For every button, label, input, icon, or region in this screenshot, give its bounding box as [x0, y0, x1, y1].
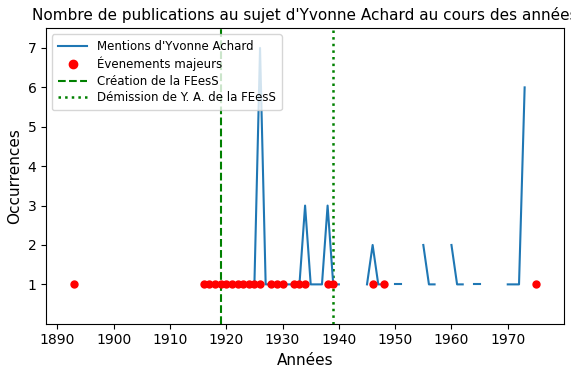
- Line: Mentions d'Yvonne Achard: Mentions d'Yvonne Achard: [204, 48, 339, 284]
- Mentions d'Yvonne Achard: [279, 282, 286, 286]
- X-axis label: Années: Années: [277, 353, 333, 368]
- Mentions d'Yvonne Achard: [313, 282, 320, 286]
- Point: [216, 281, 225, 287]
- Point: [532, 281, 541, 287]
- Point: [379, 281, 388, 287]
- Point: [244, 281, 254, 287]
- Point: [278, 281, 287, 287]
- Mentions d'Yvonne Achard: [251, 282, 258, 286]
- Mentions d'Yvonne Achard: [240, 282, 247, 286]
- Point: [267, 281, 276, 287]
- Mentions d'Yvonne Achard: [228, 282, 235, 286]
- Point: [329, 281, 338, 287]
- Mentions d'Yvonne Achard: [246, 282, 252, 286]
- Point: [211, 281, 220, 287]
- Mentions d'Yvonne Achard: [301, 203, 308, 208]
- Point: [70, 281, 79, 287]
- Point: [239, 281, 248, 287]
- Mentions d'Yvonne Achard: [217, 282, 224, 286]
- Mentions d'Yvonne Achard: [319, 282, 325, 286]
- Point: [255, 281, 264, 287]
- Point: [222, 281, 231, 287]
- Point: [368, 281, 377, 287]
- Mentions d'Yvonne Achard: [307, 282, 314, 286]
- Mentions d'Yvonne Achard: [335, 282, 342, 286]
- Point: [250, 281, 259, 287]
- Point: [323, 281, 332, 287]
- Mentions d'Yvonne Achard: [206, 282, 213, 286]
- Point: [295, 281, 304, 287]
- Y-axis label: Occurrences: Occurrences: [7, 128, 22, 224]
- Point: [227, 281, 236, 287]
- Mentions d'Yvonne Achard: [212, 282, 219, 286]
- Mentions d'Yvonne Achard: [330, 282, 337, 286]
- Point: [233, 281, 242, 287]
- Mentions d'Yvonne Achard: [291, 282, 297, 286]
- Mentions d'Yvonne Achard: [285, 282, 292, 286]
- Mentions d'Yvonne Achard: [296, 282, 303, 286]
- Mentions d'Yvonne Achard: [200, 282, 207, 286]
- Mentions d'Yvonne Achard: [234, 282, 241, 286]
- Mentions d'Yvonne Achard: [324, 203, 331, 208]
- Title: Nombre de publications au sujet d'Yvonne Achard au cours des années: Nombre de publications au sujet d'Yvonne…: [33, 7, 571, 23]
- Mentions d'Yvonne Achard: [262, 282, 269, 286]
- Mentions d'Yvonne Achard: [256, 46, 263, 50]
- Mentions d'Yvonne Achard: [223, 282, 230, 286]
- Point: [289, 281, 299, 287]
- Point: [199, 281, 208, 287]
- Point: [300, 281, 309, 287]
- Point: [205, 281, 214, 287]
- Mentions d'Yvonne Achard: [274, 282, 280, 286]
- Point: [272, 281, 282, 287]
- Legend: Mentions d'Yvonne Achard, Évenements majeurs, Création de la FEesS, Démission de: Mentions d'Yvonne Achard, Évenements maj…: [52, 34, 282, 110]
- Mentions d'Yvonne Achard: [268, 282, 275, 286]
